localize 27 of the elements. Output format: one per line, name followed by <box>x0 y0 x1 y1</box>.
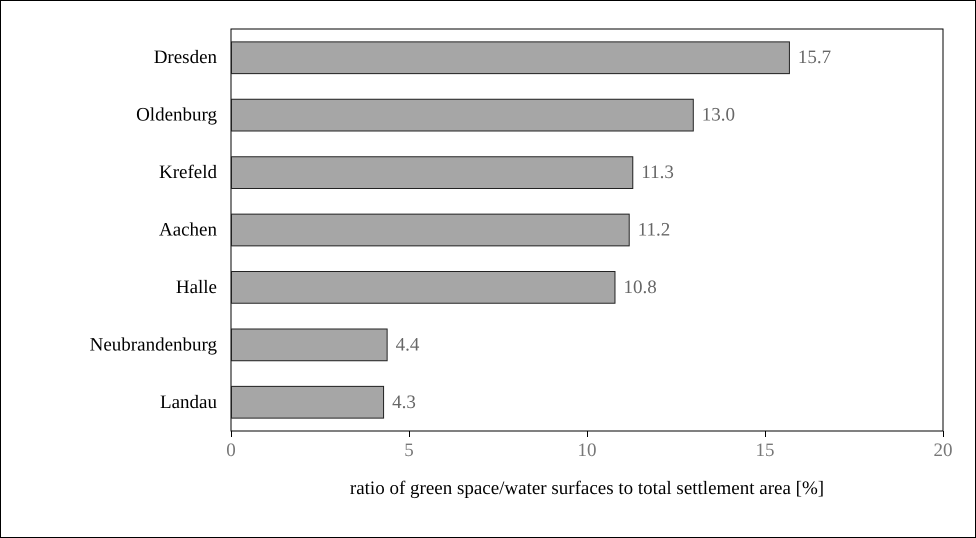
data-label: 10.8 <box>623 276 657 298</box>
x-tick-label: 5 <box>404 440 414 461</box>
data-label: 13.0 <box>702 104 736 126</box>
bar <box>231 271 616 304</box>
bar <box>231 328 388 362</box>
bar <box>231 214 630 246</box>
y-tick-label: Oldenburg <box>136 104 218 126</box>
y-tick-label: Landau <box>160 392 218 413</box>
y-tick-label: Dresden <box>154 47 218 68</box>
bar <box>231 98 694 132</box>
bar <box>231 156 634 189</box>
x-axis-title: ratio of green space/water surfaces to total settlement area [%] <box>350 478 824 499</box>
data-label: 11.3 <box>641 162 674 184</box>
x-tick-label: 20 <box>934 440 952 461</box>
data-label: 4.4 <box>396 334 420 356</box>
bar <box>231 41 790 74</box>
data-label: 11.2 <box>638 220 670 240</box>
data-label: 4.3 <box>392 392 416 413</box>
y-tick-label: Krefeld <box>158 162 218 184</box>
x-tick-label: 10 <box>578 440 596 461</box>
y-tick-label: Neubrandenburg <box>90 334 218 356</box>
x-tick-label: 15 <box>756 440 774 461</box>
bar <box>231 386 384 419</box>
data-label: 15.7 <box>798 47 832 68</box>
y-tick-label: Aachen <box>158 220 218 240</box>
x-tick-label: 0 <box>226 440 236 461</box>
y-tick-label: Halle <box>176 276 217 298</box>
